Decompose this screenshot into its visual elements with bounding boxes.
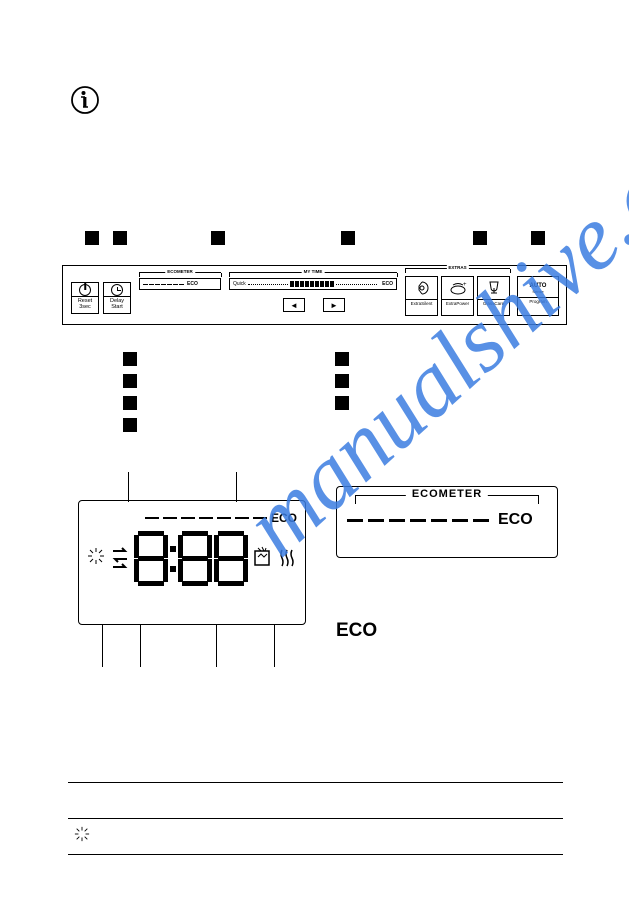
mytime-section: MY TIME Quick ECO ◄ ►	[229, 272, 397, 290]
auto-button[interactable]: AUTO Sense Program	[517, 276, 559, 316]
marker-2	[113, 231, 127, 245]
marker-5	[473, 231, 487, 245]
legend-marker-3	[123, 396, 137, 410]
auto-prog: Program	[518, 297, 558, 305]
drying-icon	[279, 548, 295, 570]
control-panel: Reset 3sec Delay Start ECOMETER ECO MY T…	[62, 265, 567, 325]
lcd-display: ECO	[78, 500, 306, 625]
next-program-button[interactable]: ►	[323, 298, 345, 312]
table-row	[68, 783, 563, 819]
table-row	[68, 819, 563, 855]
marker-4	[341, 231, 355, 245]
ecometer-box-title: ECOMETER	[406, 488, 488, 500]
reset-label: Reset 3sec	[72, 296, 98, 310]
extrasilent-label: ExtraSilent	[406, 299, 437, 307]
leader-line	[102, 625, 103, 667]
rinse-aid-icon	[87, 547, 105, 570]
glasscare-button[interactable]: GlassCare	[477, 276, 510, 316]
auto-sub: Sense	[518, 289, 558, 294]
marker-1	[85, 231, 99, 245]
legend-marker-2	[123, 374, 137, 388]
info-icon	[70, 85, 100, 115]
legend-marker-4	[123, 418, 137, 432]
delay-start-button[interactable]: Delay Start	[103, 282, 131, 314]
glasscare-icon	[478, 277, 509, 299]
lcd-eco-text: ECO	[271, 511, 297, 525]
eco-text: ECO	[187, 281, 198, 287]
ecometer-box: ECOMETER ECO	[336, 486, 558, 558]
auto-label: AUTO	[518, 277, 558, 289]
svg-text:+: +	[463, 282, 467, 288]
ecometer-section: ECOMETER ECO	[139, 272, 221, 290]
glasscare-label: GlassCare	[478, 299, 509, 307]
rinse-aid-icon	[74, 826, 90, 847]
extrapower-label: ExtraPower	[442, 299, 473, 307]
indicators-table	[68, 782, 563, 855]
leader-line	[274, 625, 275, 667]
eco-section-label: ECO	[336, 620, 377, 642]
reset-button[interactable]: Reset 3sec	[71, 282, 99, 314]
machine-care-icon	[253, 545, 275, 572]
legend-marker-1	[123, 352, 137, 366]
prev-program-button[interactable]: ◄	[283, 298, 305, 312]
extrasilent-button[interactable]: ExtraSilent	[405, 276, 438, 316]
legend-marker-7	[335, 396, 349, 410]
leader-line	[128, 472, 129, 502]
marker-3	[211, 231, 225, 245]
eco-text-2: ECO	[382, 281, 393, 287]
leader-line	[236, 472, 237, 502]
delay-label: Delay Start	[104, 296, 130, 310]
ecometer-box-eco: ECO	[498, 511, 533, 529]
legend-marker-5	[335, 352, 349, 366]
extras-bracket: EXTRAS	[405, 268, 510, 273]
legend-marker-6	[335, 374, 349, 388]
marker-6	[531, 231, 545, 245]
mytime-title: MY TIME	[302, 269, 325, 274]
time-display	[133, 531, 249, 586]
extrapower-icon: +	[442, 277, 473, 299]
watermark: manualshive.com	[0, 0, 629, 893]
ecometer-title: ECOMETER	[165, 269, 195, 274]
lcd-eco-bar: ECO	[87, 511, 297, 525]
power-icon	[79, 284, 91, 296]
quick-label: Quick	[233, 281, 246, 287]
extrapower-button[interactable]: + ExtraPower	[441, 276, 474, 316]
clock-icon	[111, 284, 123, 296]
salt-icon	[111, 545, 129, 573]
extrasilent-icon	[406, 277, 437, 299]
leader-line	[216, 625, 217, 667]
leader-line	[140, 625, 141, 667]
